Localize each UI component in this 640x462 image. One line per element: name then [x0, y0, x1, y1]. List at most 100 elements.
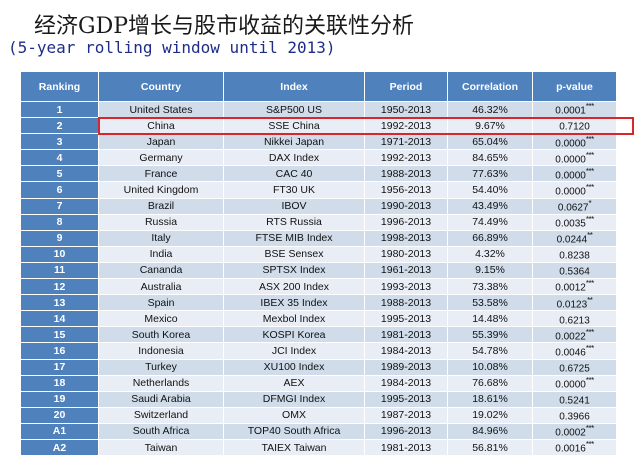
p-value-cell: 0.8238: [532, 245, 617, 263]
rank-cell: 2: [20, 117, 99, 135]
table-row: A1 South Africa TOP40 South Africa 1996-201…: [20, 422, 617, 440]
p-value-cell: 0.5364: [532, 261, 617, 280]
p-value-cell: 0.7120: [532, 117, 617, 135]
rank-cell: 14: [20, 310, 99, 328]
rank-cell: 19: [20, 390, 99, 408]
table-row: 11 Cananda SPTSX Index 1961-2013 9.15% 0.5364: [20, 261, 617, 280]
table-row: 18 Netherlands AEX 1984-2013 76.68% 0.0000***: [20, 374, 617, 392]
table-row: 3 Japan Nikkei Japan 1971-2013 65.04% 0.0000*…: [20, 133, 617, 151]
period-cell: 1984-2013: [364, 342, 448, 360]
p-value-cell: 0.0022***: [532, 326, 617, 344]
p-value-number: 0.5241: [559, 395, 590, 407]
table-row: 16 Indonesia JCI Index 1984-2013 54.78% 0.004…: [20, 342, 617, 360]
header-correlation: Correlation: [447, 71, 533, 102]
correlation-cell: 4.32%: [447, 245, 533, 263]
significance-stars: ***: [585, 182, 594, 192]
table-body: 1 United States S&P500 US 1950-2013 46.32% 0.…: [20, 100, 617, 457]
index-cell: SSE China: [223, 117, 365, 135]
p-value-cell: 0.0012***: [532, 278, 617, 296]
p-value-number: 0.0022: [555, 331, 586, 343]
country-cell: United States: [98, 100, 224, 119]
country-cell: Mexico: [98, 310, 224, 328]
rank-cell: 7: [20, 197, 99, 215]
index-cell: TAIEX Taiwan: [223, 438, 365, 457]
rank-cell: 9: [20, 229, 99, 247]
p-value-number: 0.0000: [555, 153, 586, 165]
correlation-cell: 18.61%: [447, 390, 533, 408]
index-cell: OMX: [223, 406, 365, 424]
index-cell: Mexbol Index: [223, 310, 365, 328]
p-value-number: 0.0244: [556, 234, 588, 246]
p-value-cell: 0.0035***: [532, 213, 617, 231]
period-cell: 1987-2013: [364, 406, 448, 424]
p-value-number: 0.0000: [555, 379, 586, 391]
correlation-cell: 74.49%: [447, 213, 533, 231]
table-row: 10 India BSE Sensex 1980-2013 4.32% 0.8238: [20, 245, 617, 263]
correlation-cell: 66.89%: [447, 229, 533, 247]
p-value-cell: 0.6725: [532, 358, 617, 376]
rank-cell: 18: [20, 374, 99, 392]
rank-cell: 12: [20, 278, 99, 296]
table-row: 8 Russia RTS Russia 1996-2013 74.49% 0.0035**…: [20, 213, 617, 231]
p-value-cell: 0.0627*: [532, 197, 617, 215]
table-row: 2 China SSE China 1992-2013 9.67% 0.7120: [20, 117, 617, 135]
p-value-cell: 0.0016***: [532, 438, 617, 457]
rank-cell: 15: [20, 326, 99, 344]
index-cell: BSE Sensex: [223, 245, 365, 263]
country-cell: Brazil: [98, 197, 224, 215]
correlation-cell: 56.81%: [447, 438, 533, 457]
country-cell: United Kingdom: [98, 181, 224, 199]
p-value-number: 0.8238: [559, 250, 590, 262]
correlation-cell: 55.39%: [447, 326, 533, 344]
p-value-cell: 0.0244**: [532, 229, 617, 247]
period-cell: 1989-2013: [364, 358, 448, 376]
p-value-number: 0.5364: [559, 266, 590, 278]
period-cell: 1981-2013: [364, 326, 448, 344]
significance-stars: ***: [585, 166, 594, 176]
period-cell: 1950-2013: [364, 100, 448, 119]
significance-stars: ***: [585, 150, 594, 160]
correlation-cell: 9.15%: [447, 261, 533, 280]
country-cell: Switzerland: [98, 406, 224, 424]
significance-stars: **: [587, 295, 593, 305]
country-cell: Japan: [98, 133, 224, 151]
country-cell: China: [98, 117, 224, 135]
p-value-number: 0.3966: [559, 411, 590, 423]
country-cell: Netherlands: [98, 374, 224, 392]
correlation-cell: 14.48%: [447, 310, 533, 328]
table-header-row: Ranking Country Index Period Correlation…: [20, 71, 617, 102]
correlation-cell: 77.63%: [447, 165, 533, 183]
correlation-cell: 65.04%: [447, 133, 533, 151]
country-cell: Spain: [98, 294, 224, 312]
header-ranking: Ranking: [20, 71, 99, 102]
table-row: 13 Spain IBEX 35 Index 1988-2013 53.58% 0.012…: [20, 294, 617, 312]
index-cell: IBOV: [223, 197, 365, 215]
p-value-cell: 0.5241: [532, 390, 617, 408]
p-value-cell: 0.6213: [532, 310, 617, 328]
rank-cell: A1: [20, 422, 99, 440]
page-title: 经济GDP增长与股市收益的关联性分析: [34, 14, 415, 39]
rank-cell: 1: [20, 100, 99, 119]
rank-cell: 16: [20, 342, 99, 360]
p-value-number: 0.0123: [556, 298, 588, 310]
significance-stars: ***: [585, 440, 594, 450]
index-cell: Nikkei Japan: [223, 133, 365, 151]
index-cell: SPTSX Index: [223, 261, 365, 280]
header-index: Index: [223, 71, 365, 102]
rank-cell: 4: [20, 149, 99, 167]
significance-stars: ***: [585, 343, 594, 353]
rank-cell: 5: [20, 165, 99, 183]
table-row: 14 Mexico Mexbol Index 1995-2013 14.48% 0.621…: [20, 310, 617, 328]
correlation-cell: 76.68%: [447, 374, 533, 392]
period-cell: 1988-2013: [364, 165, 448, 183]
rank-cell: 13: [20, 294, 99, 312]
significance-stars: ***: [585, 215, 594, 225]
country-cell: India: [98, 245, 224, 263]
page-subtitle: (5-year rolling window until 2013): [8, 38, 336, 57]
p-value-number: 0.0000: [555, 170, 586, 182]
p-value-cell: 0.0046***: [532, 342, 617, 360]
correlation-cell: 84.96%: [447, 422, 533, 440]
p-value-number: 0.0000: [555, 186, 586, 198]
country-cell: Indonesia: [98, 342, 224, 360]
period-cell: 1988-2013: [364, 294, 448, 312]
